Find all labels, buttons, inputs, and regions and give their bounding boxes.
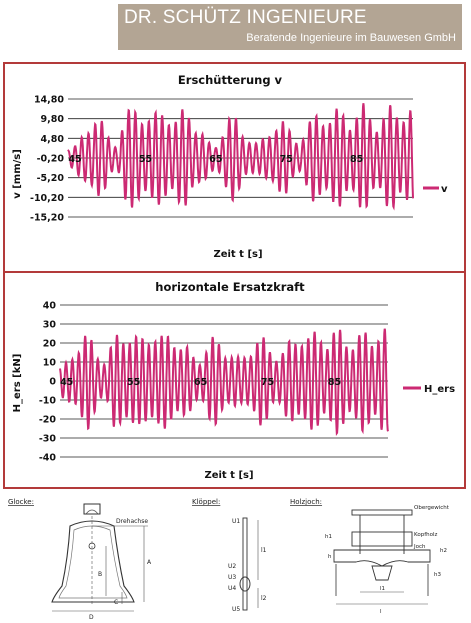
y-tick-label: 9,80 [41, 114, 65, 125]
y-tick-label: 0 [49, 377, 56, 388]
series-line-v [67, 103, 414, 211]
l1-yoke-label: l1 [380, 586, 385, 592]
x-axis-label: Zeit t [s] [204, 470, 253, 481]
clapper-shaft [242, 517, 248, 611]
y-tick-label: 4,80 [41, 134, 65, 145]
y-tick-label: -0,20 [37, 154, 65, 165]
u4-label: U4 [228, 585, 236, 592]
clapper-drawing-title: Klöppel: [192, 498, 220, 506]
y-tick-label: -10 [39, 396, 57, 407]
y-tick-label: -20 [39, 415, 57, 426]
dim-a-label: A [147, 559, 152, 566]
u2-label: U2 [228, 563, 236, 570]
y-tick-label: -40 [39, 453, 57, 464]
obergewicht-label: Obergewicht [414, 505, 450, 511]
y-tick-label: 10 [43, 358, 57, 369]
bell-crown [83, 503, 101, 515]
bell-drawing: Glocke: Drehachse A B C D [8, 498, 152, 621]
l-label: l [380, 609, 382, 615]
y-tick-label: -15,20 [30, 213, 64, 224]
technical-drawings: Glocke: Drehachse A B C D Klöppel: U1 U2… [8, 498, 450, 621]
h2-label: h2 [440, 548, 447, 554]
x-tick-label: 45 [68, 154, 81, 165]
vibration-chart: Erschütterung v 14,80 9,80 4,80 -0,20 -5,20 -… [12, 73, 448, 260]
joch-label: Joch [413, 544, 426, 550]
legend: v [423, 184, 448, 195]
x-tick-label: 75 [261, 377, 274, 388]
legend: H_ers [403, 384, 455, 395]
bell-inner-outline [58, 525, 128, 599]
kopfholz-label: Kopfholz [414, 532, 438, 538]
clapper-ball [239, 576, 251, 592]
dim-c-label: C [114, 599, 118, 606]
company-tagline: Beratende Ingenieure im Bauwesen GmbH [246, 32, 456, 44]
y-axis-label: H_ers [kN] [12, 354, 23, 413]
y-tick-label: -5,20 [37, 173, 65, 184]
yoke-drawing: Holzjoch: Obergewicht Kopfholz Joch h1 h… [290, 498, 450, 615]
y-tick-label: 20 [43, 339, 57, 350]
drehachse-label: Drehachse [116, 518, 148, 525]
legend-label-h-ers: H_ers [424, 384, 455, 395]
u1-label: U1 [232, 518, 240, 525]
head-timber [351, 531, 413, 547]
yoke-drawing-title: Holzjoch: [290, 498, 322, 506]
h-label: h [328, 554, 332, 560]
x-tick-label: 65 [194, 377, 207, 388]
chart-title: horizontale Ersatzkraft [155, 280, 305, 294]
h1-label: h1 [325, 534, 332, 540]
x-tick-label: 75 [280, 154, 293, 165]
u5-label: U5 [232, 606, 240, 613]
y-tick-label: -30 [39, 434, 57, 445]
x-tick-label: 55 [127, 377, 140, 388]
x-tick-label: 65 [209, 154, 222, 165]
top-weight [351, 509, 413, 516]
x-tick-label: 85 [350, 154, 363, 165]
charts-frame: Erschütterung v 14,80 9,80 4,80 -0,20 -5,20 -… [3, 62, 466, 489]
series-line-h-ers [59, 328, 389, 436]
x-tick-label: 55 [139, 154, 152, 165]
bell-outline [51, 520, 135, 603]
legend-label-v: v [441, 184, 448, 195]
bell-mount [371, 565, 393, 581]
bell-crown-loop [85, 509, 99, 515]
company-name: DR. SCHÜTZ INGENIEURE [124, 7, 367, 28]
x-tick-label: 85 [328, 377, 341, 388]
clapper-drawing: Klöppel: U1 U2 U3 U4 U5 l1 l2 [192, 498, 267, 613]
y-tick-label: -10,20 [30, 193, 64, 204]
l2-label: l2 [261, 595, 267, 602]
y-tick-label: 30 [43, 320, 57, 331]
y-axis-label: v [mm/s] [12, 149, 23, 199]
y-tick-label: 14,80 [34, 95, 64, 106]
y-tick-label: 40 [43, 301, 57, 312]
horizontal-force-chart: horizontale Ersatzkraft 40 30 20 10 0 -10 -20 -… [12, 280, 455, 481]
company-banner: DR. SCHÜTZ INGENIEURE Beratende Ingenieu… [118, 4, 462, 50]
dim-b-label: B [98, 571, 102, 578]
chart-title: Erschütterung v [178, 73, 283, 87]
charts-divider [5, 271, 464, 273]
dim-d-label: D [89, 614, 94, 621]
yoke-beam [333, 549, 431, 567]
x-axis-label: Zeit t [s] [213, 249, 262, 260]
h3-label: h3 [434, 572, 441, 578]
u3-label: U3 [228, 574, 236, 581]
x-tick-label: 45 [60, 377, 73, 388]
bell-drawing-title: Glocke: [8, 498, 34, 506]
l1-label: l1 [261, 547, 267, 554]
